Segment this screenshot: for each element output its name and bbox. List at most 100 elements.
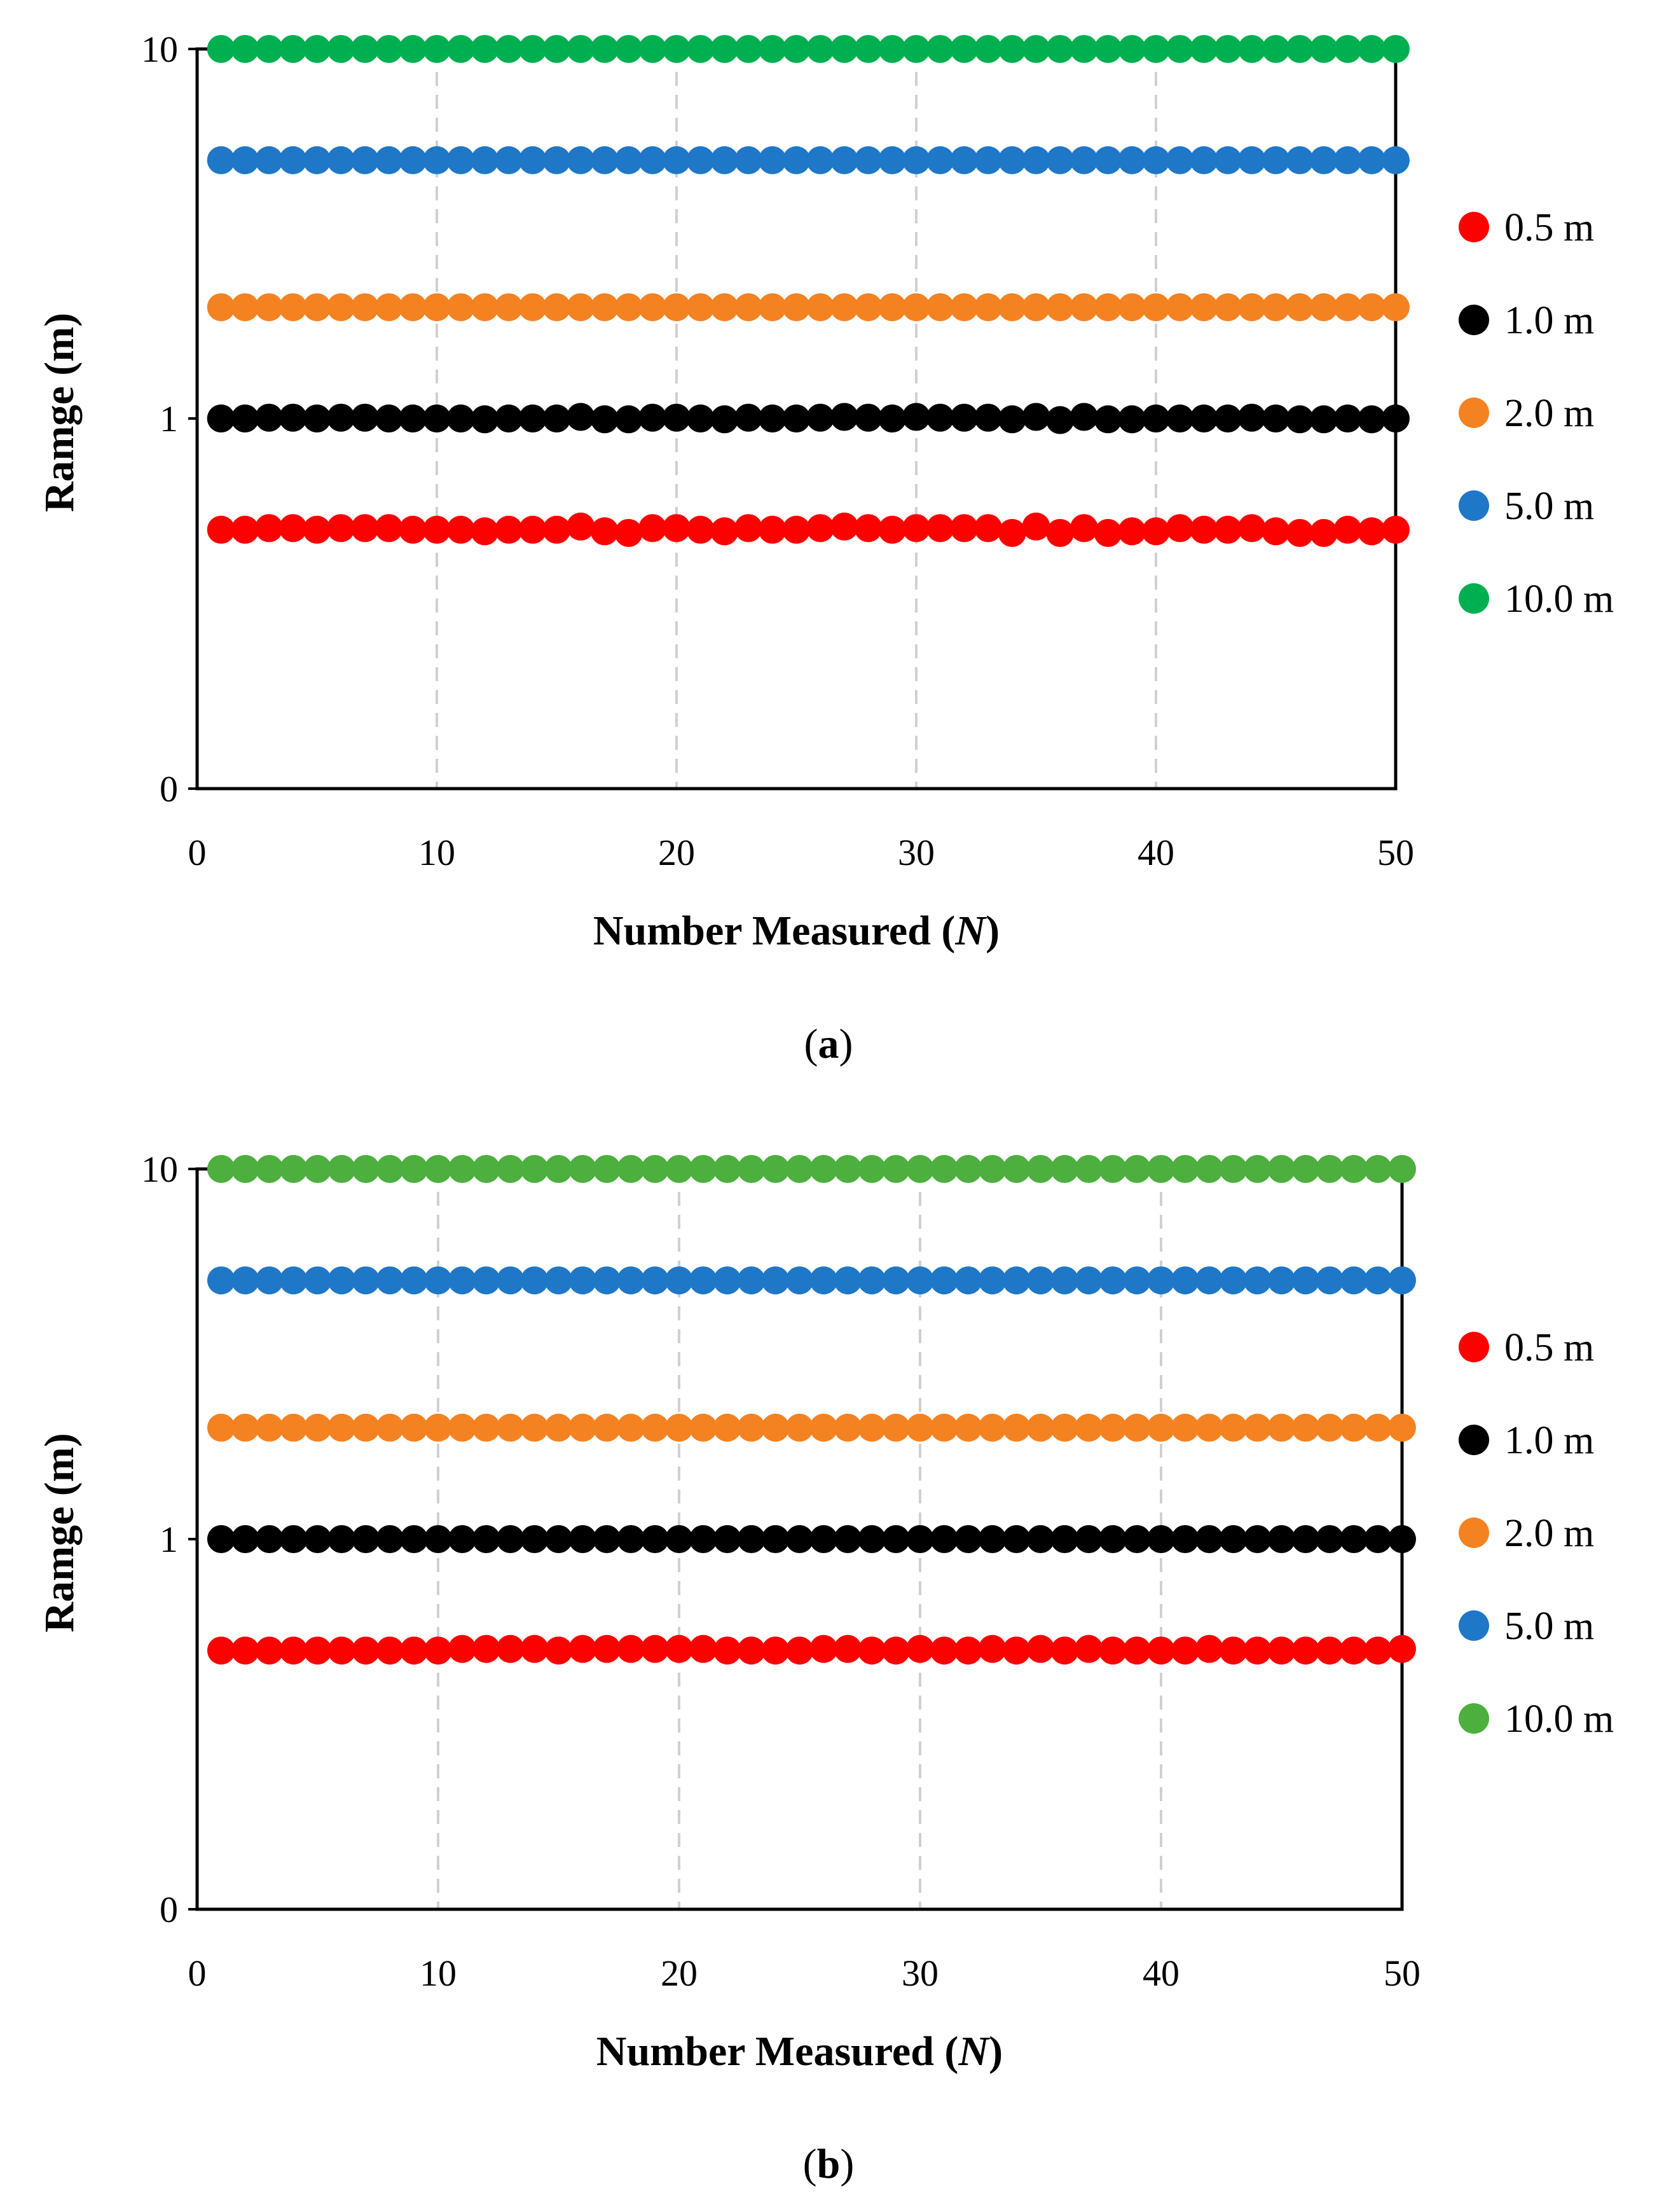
x-tick-label: 30 — [902, 1953, 939, 1994]
legend-label: 0.5 m — [1504, 206, 1594, 249]
data-point — [446, 35, 475, 63]
legend-label: 10.0 m — [1504, 1697, 1614, 1741]
data-point — [689, 1266, 717, 1295]
legend-label: 2.0 m — [1504, 392, 1594, 435]
data-point — [448, 1413, 476, 1442]
data-point — [806, 514, 835, 543]
data-point — [737, 1413, 766, 1442]
data-point — [1333, 404, 1362, 432]
data-point — [617, 1525, 645, 1553]
data-point — [1358, 405, 1386, 434]
data-point — [834, 1155, 862, 1183]
data-point — [1099, 1266, 1127, 1295]
data-point — [1195, 1155, 1223, 1183]
data-point — [1165, 404, 1194, 432]
data-point — [1165, 514, 1194, 543]
data-point — [806, 293, 835, 322]
x-tick-label: 50 — [1384, 1953, 1420, 1994]
series-1-0m — [207, 403, 1410, 434]
data-point — [882, 1155, 911, 1183]
data-point — [641, 1635, 670, 1663]
data-point — [785, 1636, 814, 1665]
data-point — [1094, 146, 1122, 174]
data-point — [902, 35, 930, 63]
data-point — [255, 1413, 284, 1442]
data-point — [785, 1266, 814, 1295]
data-point — [1364, 1636, 1392, 1665]
data-point — [231, 515, 259, 544]
data-point — [593, 1266, 621, 1295]
data-point — [1291, 1525, 1320, 1553]
data-point — [1388, 1266, 1416, 1295]
data-point — [978, 1525, 1007, 1553]
data-point — [400, 1155, 429, 1183]
data-point — [1142, 146, 1170, 174]
y-tick-label: 10 — [141, 29, 178, 70]
data-point — [782, 404, 811, 432]
data-point — [641, 1525, 670, 1553]
data-point — [520, 1525, 549, 1553]
data-point — [710, 517, 739, 546]
data-point — [834, 1525, 862, 1553]
data-point — [1309, 293, 1338, 322]
series-10-0m — [207, 1155, 1416, 1183]
data-point — [713, 1155, 741, 1183]
data-point — [1190, 404, 1218, 432]
data-point — [689, 1155, 717, 1183]
data-point — [1214, 404, 1242, 432]
data-point — [734, 35, 763, 63]
data-point — [1219, 1525, 1248, 1553]
data-point — [638, 403, 667, 432]
data-point — [446, 146, 475, 174]
data-point — [423, 293, 451, 322]
data-point — [544, 1413, 573, 1442]
data-point — [1388, 1525, 1416, 1553]
data-point — [761, 1413, 790, 1442]
data-point — [1022, 403, 1050, 431]
data-point — [327, 1266, 356, 1295]
legend-marker — [1459, 1610, 1489, 1641]
data-point — [327, 1636, 356, 1665]
data-point — [617, 1413, 645, 1442]
data-point — [1243, 1155, 1272, 1183]
data-point — [1099, 1413, 1127, 1442]
data-point — [495, 293, 523, 322]
data-point — [544, 1525, 573, 1553]
data-point — [974, 293, 1003, 322]
data-point — [303, 1413, 332, 1442]
data-point — [638, 146, 667, 174]
data-point — [902, 403, 930, 431]
data-point — [399, 35, 427, 63]
data-point — [1340, 1266, 1368, 1295]
data-point — [809, 1266, 838, 1295]
data-point — [518, 35, 547, 63]
data-point — [1026, 1155, 1055, 1183]
data-point — [1123, 1413, 1152, 1442]
data-point — [424, 1155, 452, 1183]
series-0-5m — [207, 1635, 1416, 1665]
data-point — [878, 515, 907, 544]
data-point — [1099, 1636, 1127, 1665]
data-point — [376, 1636, 404, 1665]
x-axis-title: Number Measured (N) — [593, 908, 1000, 954]
data-point — [1291, 1266, 1320, 1295]
data-point — [520, 1266, 549, 1295]
data-point — [1026, 1413, 1055, 1442]
data-point — [614, 518, 643, 547]
data-point — [1309, 405, 1338, 434]
data-point — [399, 293, 427, 322]
data-point — [448, 1635, 476, 1663]
data-point — [930, 1155, 958, 1183]
data-point — [998, 405, 1026, 434]
data-point — [376, 1266, 404, 1295]
data-point — [926, 403, 954, 432]
data-point — [1286, 293, 1314, 322]
data-point — [207, 1266, 235, 1295]
data-point — [806, 403, 835, 432]
data-point — [858, 1155, 886, 1183]
data-point — [375, 146, 403, 174]
data-point — [1309, 146, 1338, 174]
data-point — [1075, 1635, 1103, 1663]
data-point — [1382, 293, 1410, 322]
data-point — [906, 1266, 934, 1295]
